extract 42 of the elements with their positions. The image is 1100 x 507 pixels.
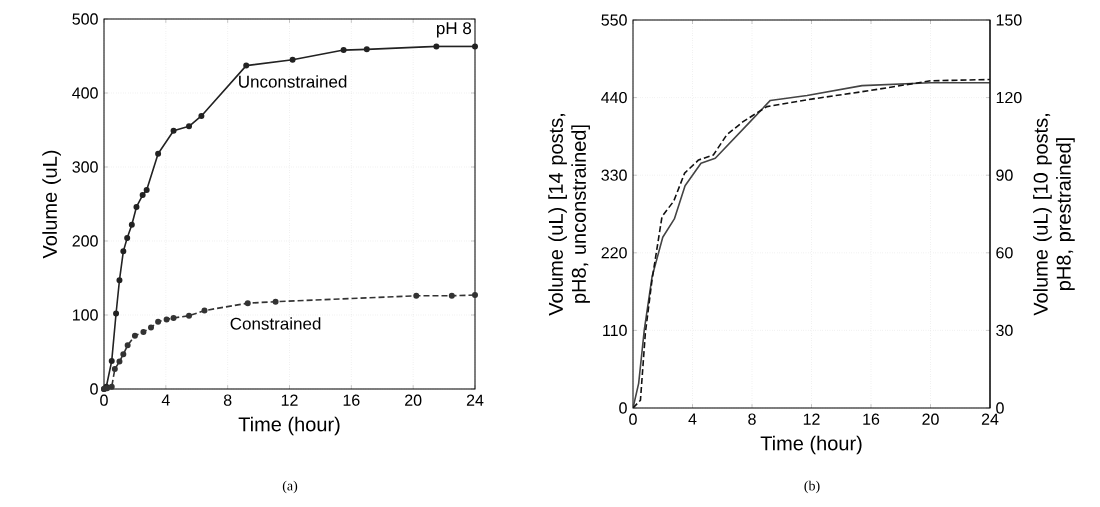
y2-axis-title: Volume (uL) [10 posts, pH8, prestrained] [1033, 114, 1075, 316]
series-label: Unconstrained [239, 75, 347, 88]
y-tick-label: 100 [73, 309, 98, 321]
y2-tick-label: 150 [996, 14, 1022, 26]
y-tick-label: 500 [72, 13, 98, 25]
y2-tick-label: 60 [996, 247, 1013, 259]
x-axis-title: Time (hour) [238, 416, 340, 436]
x-tick-label: 0 [629, 413, 637, 425]
x-tick-label: 16 [863, 413, 880, 425]
x-tick-label: 4 [688, 413, 697, 425]
y-tick-label: 200 [72, 235, 98, 247]
x-tick-label: 0 [100, 394, 108, 406]
y-tick-label: 300 [72, 161, 98, 173]
y2-tick-label: 90 [996, 169, 1013, 181]
text: (b) [804, 480, 820, 494]
x-tick-label: 12 [281, 394, 298, 406]
x-tick-label: 8 [748, 413, 756, 425]
x-tick-label: 20 [405, 394, 422, 406]
x-tick-label: 12 [803, 413, 820, 425]
y-tick-label: 0 [619, 402, 627, 414]
x-tick-label: 24 [981, 413, 999, 425]
x-tick-label: 8 [223, 394, 232, 406]
x-axis-title: Time (hour) [760, 435, 862, 455]
y-tick-label: 330 [601, 169, 627, 181]
x-tick-label: 20 [922, 413, 939, 425]
y-tick-label: 110 [603, 324, 627, 337]
y-tick-label: 220 [601, 247, 627, 259]
x-tick-label: 4 [161, 394, 170, 406]
y-axis-title: Volume (uL) [42, 150, 61, 259]
x-tick-label: 16 [343, 394, 360, 406]
text: (a) [282, 480, 298, 494]
y2-tick-label: 30 [996, 324, 1013, 337]
y2-tick-label: 0 [996, 402, 1004, 414]
annotation: pH 8 [436, 22, 472, 38]
y-axis-title: Volume (uL) [14 posts, pH8, unconstrained] [548, 114, 590, 316]
y2-tick-label: 120 [996, 91, 1022, 104]
y-tick-label: 400 [72, 87, 98, 99]
series-label: Constrained [230, 317, 321, 330]
x-tick-label: 24 [466, 394, 484, 406]
y-tick-label: 0 [90, 383, 98, 395]
y-tick-label: 550 [601, 14, 627, 26]
y-tick-label: 440 [601, 91, 627, 104]
